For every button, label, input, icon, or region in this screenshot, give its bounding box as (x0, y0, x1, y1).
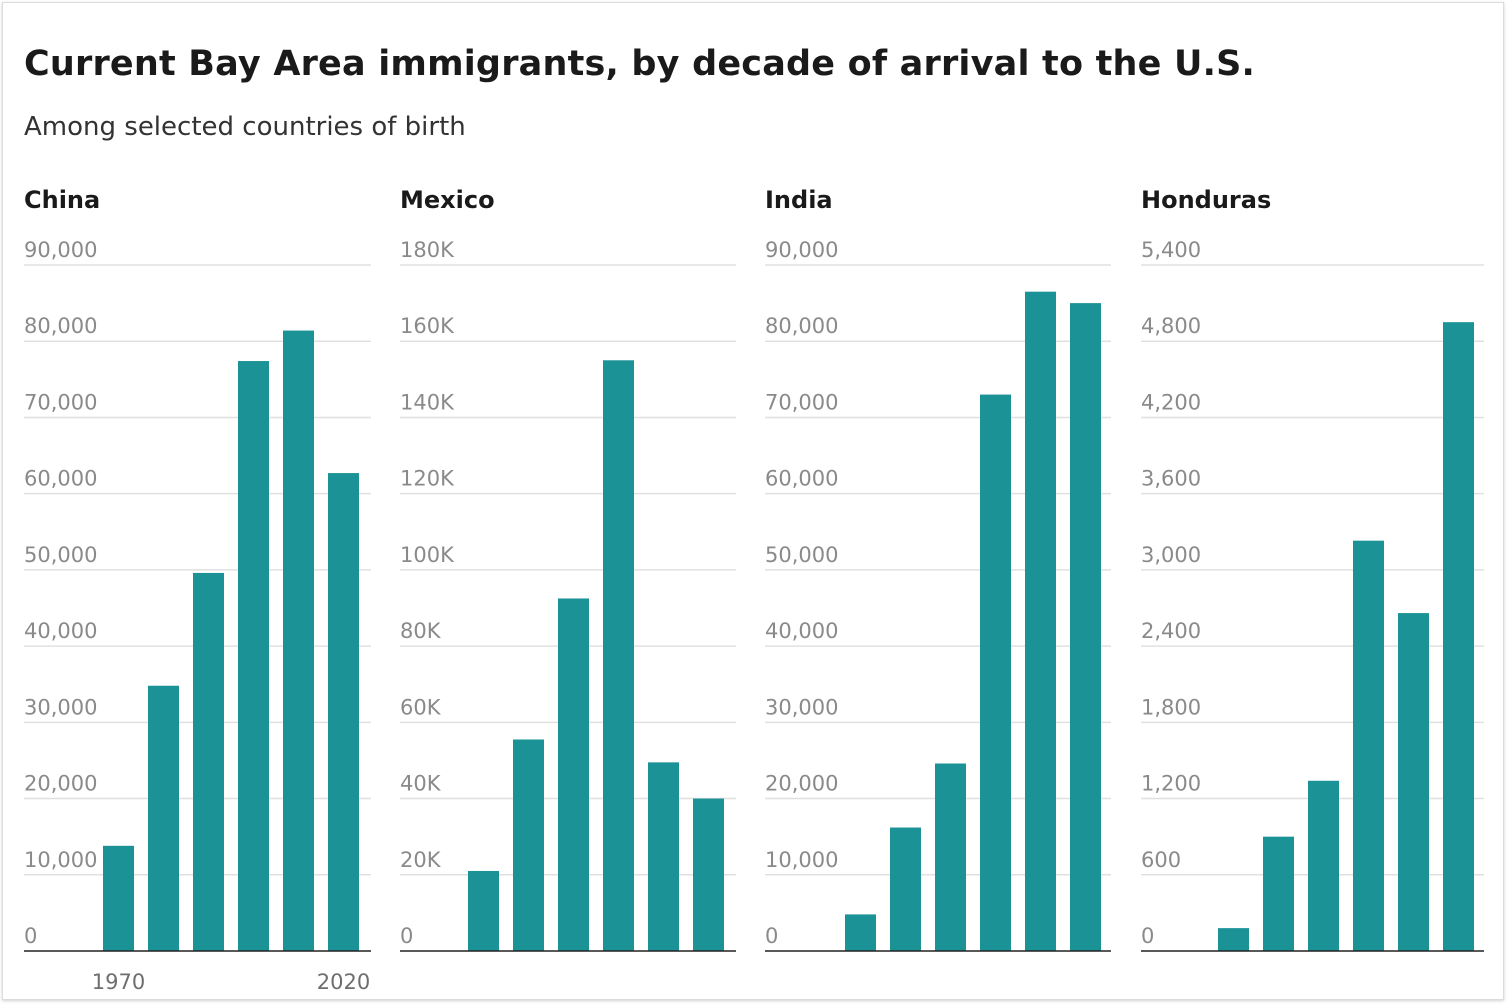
bar-honduras-1990s (1353, 540, 1384, 951)
y-tick-label-china: 40,000 (24, 619, 97, 643)
y-tick-label-china: 10,000 (24, 848, 97, 872)
y-tick-label-india: 0 (765, 924, 778, 948)
y-tick-label-india: 40,000 (765, 619, 838, 643)
bar-china-2010s (328, 473, 359, 951)
bar-china-1980s (193, 572, 224, 951)
bar-china-2000s (283, 330, 314, 951)
y-tick-label-china: 50,000 (24, 543, 97, 567)
y-tick-label-honduras: 0 (1141, 924, 1154, 948)
y-tick-label-india: 80,000 (765, 314, 838, 338)
y-tick-label-china: 20,000 (24, 772, 97, 796)
y-tick-label-honduras: 4,800 (1141, 314, 1201, 338)
y-tick-label-mexico: 120K (400, 467, 455, 491)
y-tick-label-mexico: 80K (400, 619, 442, 643)
bar-india-2000s (1025, 291, 1056, 952)
bar-india-1980s (935, 763, 966, 951)
y-tick-label-china: 70,000 (24, 390, 97, 414)
y-tick-label-honduras: 2,400 (1141, 619, 1201, 643)
y-tick-label-mexico: 40K (400, 772, 442, 796)
bar-honduras-2010s (1443, 322, 1474, 952)
y-tick-label-china: 90,000 (24, 238, 97, 262)
bar-mexico-2000s (648, 762, 679, 951)
y-tick-label-honduras: 3,600 (1141, 467, 1201, 491)
bar-mexico-1990s (603, 360, 634, 951)
panel-title-china: China (24, 186, 101, 214)
y-tick-label-china: 0 (24, 924, 37, 948)
bar-honduras-1980s (1308, 780, 1339, 951)
bar-china-1960s (103, 845, 134, 951)
bar-india-1990s (980, 394, 1011, 952)
y-tick-label-mexico: 100K (400, 543, 455, 567)
y-tick-label-mexico: 160K (400, 314, 455, 338)
y-tick-label-india: 20,000 (765, 772, 838, 796)
y-tick-label-mexico: 140K (400, 390, 455, 414)
bar-india-1960s (845, 914, 876, 951)
y-tick-label-india: 60,000 (765, 467, 838, 491)
y-tick-label-china: 30,000 (24, 695, 97, 719)
y-tick-label-china: 60,000 (24, 467, 97, 491)
bar-mexico-2010s (693, 798, 724, 951)
bar-honduras-2000s (1398, 613, 1429, 951)
y-tick-label-honduras: 1,800 (1141, 695, 1201, 719)
y-tick-label-mexico: 180K (400, 238, 455, 262)
y-tick-label-mexico: 60K (400, 695, 442, 719)
y-tick-label-honduras: 4,200 (1141, 390, 1201, 414)
bar-china-1990s (238, 361, 269, 951)
y-tick-label-india: 30,000 (765, 695, 838, 719)
bar-honduras-1960s (1218, 928, 1249, 951)
y-tick-label-mexico: 20K (400, 848, 442, 872)
bar-honduras-1970s (1263, 836, 1294, 951)
y-tick-label-honduras: 1,200 (1141, 772, 1201, 796)
y-tick-label-honduras: 3,000 (1141, 543, 1201, 567)
x-tick-label-china: 1970 (92, 970, 145, 994)
panel-title-mexico: Mexico (400, 186, 495, 214)
y-tick-label-india: 70,000 (765, 390, 838, 414)
panel-title-india: India (765, 186, 833, 214)
y-tick-label-china: 80,000 (24, 314, 97, 338)
bar-mexico-1960s (468, 870, 499, 951)
y-tick-label-india: 90,000 (765, 238, 838, 262)
bar-china-1970s (148, 685, 179, 951)
y-tick-label-india: 50,000 (765, 543, 838, 567)
y-tick-label-honduras: 600 (1141, 848, 1181, 872)
y-tick-label-honduras: 5,400 (1141, 238, 1201, 262)
chart-subtitle: Among selected countries of birth (24, 112, 466, 142)
chart-title: Current Bay Area immigrants, by decade o… (24, 44, 1255, 84)
y-tick-label-india: 10,000 (765, 848, 838, 872)
y-tick-label-mexico: 0 (400, 924, 413, 948)
bar-mexico-1970s (513, 739, 544, 951)
bar-india-2010s (1070, 303, 1101, 952)
bar-mexico-1980s (558, 598, 589, 951)
bar-india-1970s (890, 827, 921, 951)
x-tick-label-china: 2020 (317, 970, 370, 994)
panel-title-honduras: Honduras (1141, 186, 1272, 214)
